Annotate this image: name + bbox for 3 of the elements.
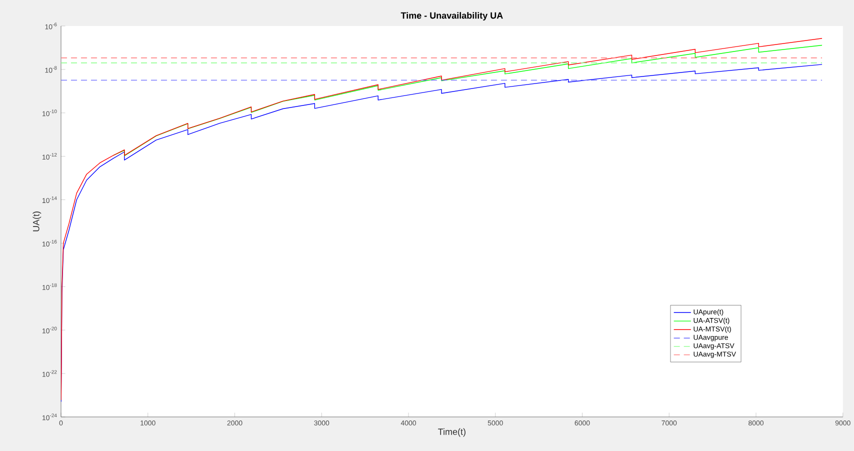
x-axis-title: Time(t) (438, 428, 466, 437)
y-axis-title: UA(t) (32, 212, 42, 232)
chart-title: Time - Unavailability UA (400, 12, 503, 20)
